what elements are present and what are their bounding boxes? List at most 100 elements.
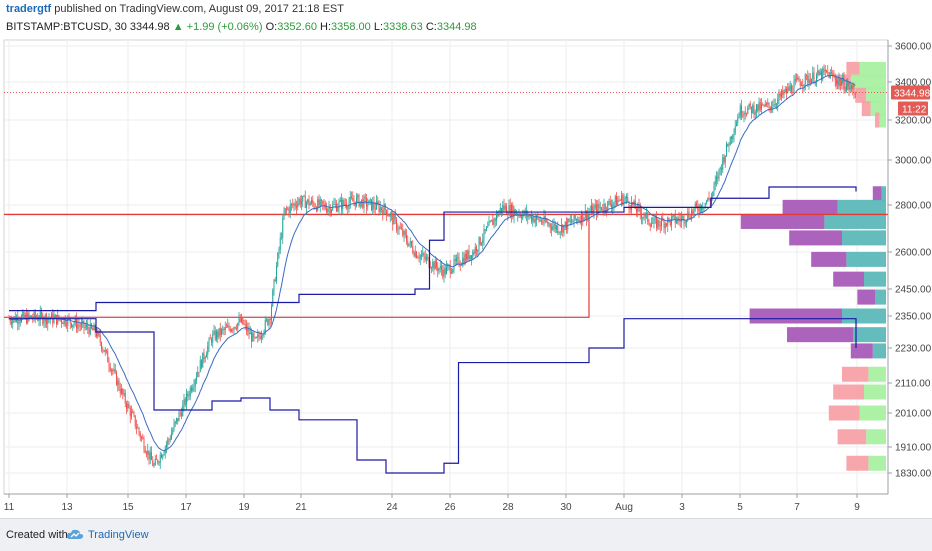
candle-body [778, 93, 780, 99]
volume-profile-buy-bar [837, 429, 867, 445]
candle-body [676, 221, 677, 223]
candle-body [214, 330, 216, 340]
candle-body [154, 459, 156, 465]
candle-body [184, 399, 186, 405]
candle-body [478, 237, 480, 250]
candle-body [759, 102, 761, 110]
candle-body [208, 338, 210, 346]
volume-profile-buy-bar [861, 101, 871, 117]
candle-body [634, 200, 636, 209]
volume-profile-sell-bar [850, 74, 886, 90]
candle-body [86, 325, 87, 327]
price-tick-label: 1910.00 [895, 443, 932, 454]
candle-body [538, 217, 540, 222]
time-tick-label: 7 [794, 502, 800, 513]
candle-body [416, 251, 417, 258]
candle-body [224, 327, 226, 330]
candle-body [507, 213, 509, 216]
candle-body [613, 202, 615, 205]
volume-profile-buy-bar [833, 384, 864, 400]
candle-body [104, 349, 106, 352]
candle-body [563, 225, 565, 233]
candle-body [306, 202, 307, 208]
candle-body [72, 324, 74, 327]
candle-body [609, 200, 611, 205]
candle-body [399, 227, 401, 229]
candle-body [247, 328, 249, 332]
candle-body [841, 82, 842, 86]
candle-body [344, 204, 346, 205]
candle-body [807, 75, 809, 84]
candle-body [333, 204, 335, 205]
low-label: L: [373, 21, 384, 33]
price-tick-label: 2350.00 [895, 312, 932, 323]
candle-body [799, 81, 801, 86]
candle-body [352, 198, 354, 202]
candle-body [583, 217, 585, 222]
candle-body [307, 199, 309, 203]
candle-body [696, 203, 697, 206]
candle-body [733, 132, 735, 136]
candle-body [559, 231, 561, 233]
candle-body [581, 212, 582, 224]
candle-body [809, 79, 811, 84]
candle-body [417, 257, 419, 259]
candle-body [9, 318, 11, 322]
candle-body [614, 196, 616, 203]
candle-body [476, 246, 477, 252]
author-link[interactable]: tradergtf [6, 3, 52, 15]
candle-body [686, 220, 687, 223]
candle-body [61, 319, 62, 323]
candle-body [252, 333, 254, 342]
candle-body [226, 327, 227, 328]
candle-body [119, 388, 121, 394]
candle-body [577, 219, 579, 222]
candle-body [87, 325, 89, 330]
candle-body [489, 221, 491, 223]
candle-body [561, 225, 562, 232]
candle-body [598, 203, 600, 208]
candle-body [129, 407, 131, 417]
candle-body [661, 218, 662, 227]
candle-body [804, 74, 806, 85]
candle-body [803, 84, 805, 87]
candle-body [388, 215, 390, 217]
candle-body [653, 218, 655, 224]
candle-body [29, 315, 31, 317]
candle-body [712, 192, 714, 197]
candle-body [509, 205, 511, 217]
candle-body [693, 208, 695, 214]
candle-body [93, 325, 95, 331]
candle-body [767, 102, 769, 105]
candle-body [766, 103, 767, 105]
candle-body [136, 426, 137, 429]
candle-body [337, 208, 339, 212]
volume-profile-sell-bar [853, 327, 886, 343]
candle-body [211, 339, 212, 343]
candle-body [118, 380, 120, 389]
volume-profile-sell-bar [872, 343, 886, 359]
candle-body [739, 105, 741, 118]
candle-body [327, 209, 329, 213]
candle-body [796, 78, 797, 80]
candle-body [741, 105, 742, 116]
candle-body [414, 251, 416, 257]
candle-body [452, 269, 454, 273]
candle-body [374, 207, 376, 210]
last-price-tag-text: 3344.98 [894, 88, 931, 99]
candle-body [323, 203, 325, 205]
candle-body [526, 211, 527, 216]
candle-body [66, 324, 67, 326]
candle-body [189, 387, 191, 397]
candle-body [396, 218, 397, 230]
candle-body [571, 220, 572, 223]
ohlc-legend: BITSTAMP:BTCUSD, 30 3344.98 ▲ +1.99 (+0.… [6, 21, 477, 33]
candle-body [249, 332, 251, 335]
candle-body [801, 84, 802, 86]
candle-body [511, 205, 512, 217]
candle-body [843, 77, 845, 91]
tradingview-link[interactable]: TradingView [88, 529, 149, 541]
candle-body [197, 371, 199, 377]
price-chart[interactable]: 3600.00 3400.00 3200.00 3000.00 2800.00 2600.… [0, 0, 932, 518]
candle-body [392, 213, 394, 225]
